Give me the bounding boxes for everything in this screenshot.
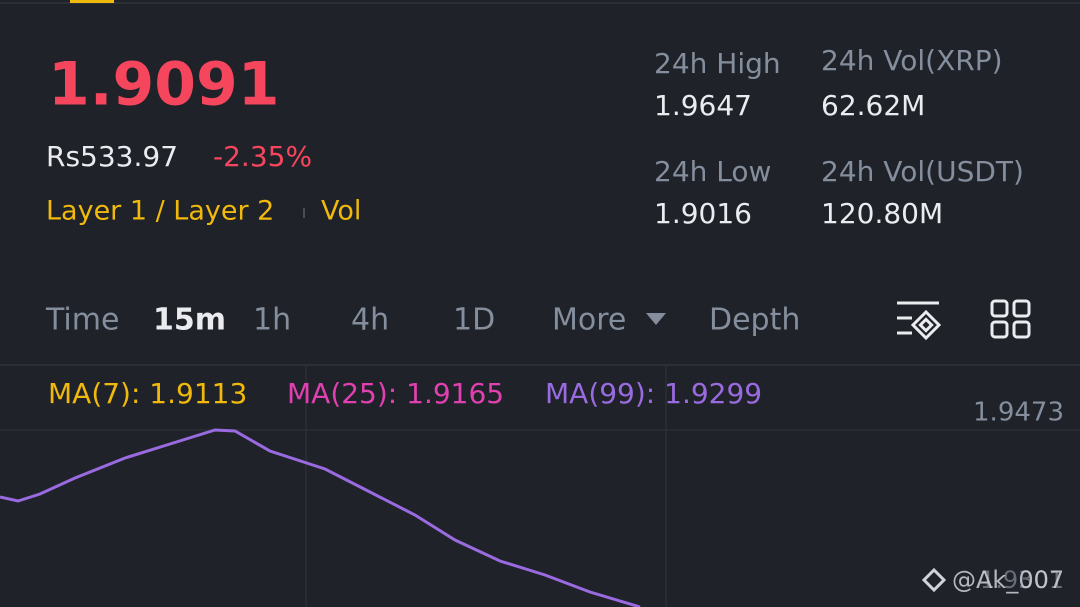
tab[interactable]: 1h	[253, 303, 291, 338]
stat-value: 1.9016	[654, 197, 752, 230]
tag[interactable]: Vol	[321, 196, 361, 227]
stat-label: 24h Low	[654, 155, 771, 188]
tab[interactable]: More	[552, 303, 626, 338]
fiat-price: Rs533.97	[46, 140, 178, 173]
ma-indicator: MA(99): 1.9299	[545, 377, 762, 410]
ma-line	[0, 428, 641, 607]
layout-icon[interactable]	[990, 299, 1031, 339]
stat-label: 24h Vol(USDT)	[821, 155, 1024, 188]
tab[interactable]: Time	[45, 303, 119, 338]
watermark: @Ak_007	[952, 566, 1064, 594]
indicator-settings-icon[interactable]	[897, 301, 942, 341]
ma-indicator: MA(7): 1.9113	[48, 377, 247, 410]
stat-value: 120.80M	[821, 197, 943, 230]
price-change: -2.35%	[213, 140, 312, 173]
tab-indicator	[70, 0, 114, 3]
stat-label: 24h Vol(XRP)	[821, 44, 1003, 77]
dropdown-arrow	[646, 313, 666, 325]
tab-active[interactable]: 15m	[153, 303, 226, 338]
last-price: 1.9091	[48, 50, 280, 120]
stat-label: 24h High	[654, 47, 781, 80]
tab[interactable]: 4h	[351, 303, 389, 338]
tab[interactable]: 1D	[453, 303, 495, 338]
stat-value: 62.62M	[821, 89, 925, 122]
tag[interactable]: Layer 1 / Layer 2	[46, 196, 274, 227]
price-axis-label: 1.9473	[973, 398, 1064, 428]
watermark-logo	[921, 567, 947, 593]
tab[interactable]: Depth	[709, 303, 800, 338]
price-axis-label: 1.9301	[980, 566, 1064, 594]
stat-value: 1.9647	[654, 89, 752, 122]
ma-indicator: MA(25): 1.9165	[287, 377, 504, 410]
